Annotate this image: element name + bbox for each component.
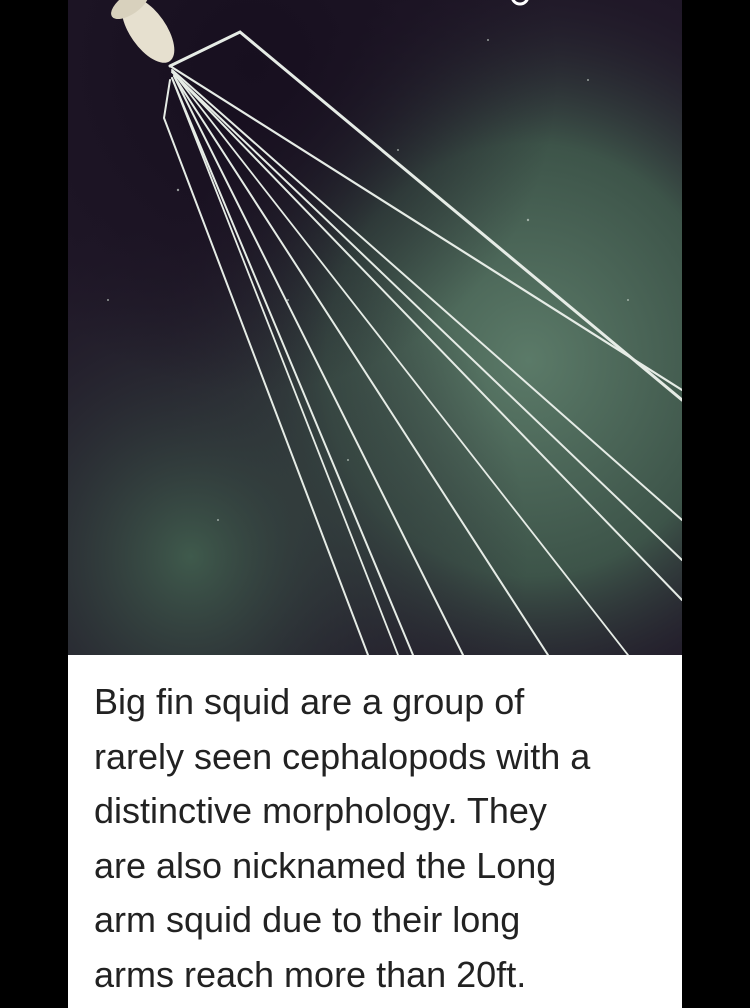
caption-card: Big fin squid are a group of rarely seen… [68,655,682,1008]
squid-mantle [111,0,175,63]
square-icon[interactable] [592,0,616,8]
caption-text: Big fin squid are a group of rarely seen… [94,681,591,995]
toolbar [0,0,750,14]
squid-photo [68,0,682,655]
squid-photo-image [68,0,682,655]
rotate-icon[interactable] [508,0,532,8]
close-icon[interactable] [676,0,700,8]
